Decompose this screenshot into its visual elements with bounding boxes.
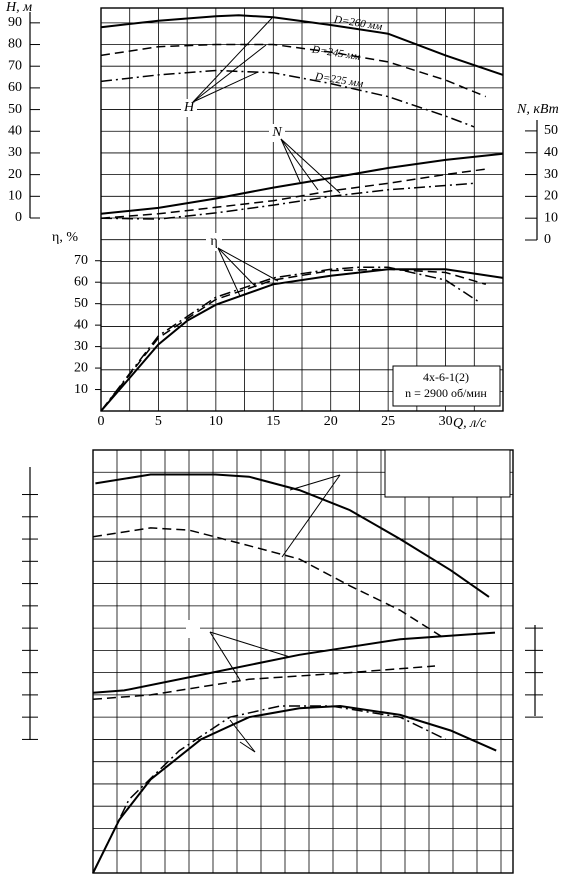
annotation: η — [210, 234, 217, 249]
curve — [100, 268, 487, 412]
note-text: 4х-6-1(2) — [423, 370, 469, 384]
curve — [100, 14, 504, 76]
note-text: n = 2900 об/мин — [405, 386, 487, 400]
pointer-line — [289, 474, 341, 491]
y-tick-label: 90 — [8, 15, 22, 30]
pointer-line — [217, 247, 279, 282]
x-tick-label: 25 — [381, 414, 395, 429]
y2-tick-label: 10 — [544, 210, 558, 225]
curve — [92, 705, 447, 874]
pointer-line — [192, 44, 267, 103]
pointer-line — [239, 741, 256, 753]
y-tick-label: 30 — [8, 145, 22, 160]
curve — [100, 69, 475, 128]
x-tick-label: 20 — [324, 414, 338, 429]
note-box — [392, 365, 501, 407]
y-tick-label: 20 — [8, 167, 22, 182]
y3-tick-label: 70 — [74, 253, 88, 268]
y3-tick-label: 10 — [74, 382, 88, 397]
curve — [92, 704, 497, 874]
y3-tick-label: 40 — [74, 317, 88, 332]
x-tick-label: 30 — [439, 414, 453, 429]
plot-frame — [100, 7, 504, 412]
pointer-line — [229, 719, 256, 753]
y2-tick-label: 40 — [544, 145, 558, 160]
x-tick-label: 10 — [209, 414, 223, 429]
pointer-line — [280, 138, 301, 183]
note-box — [384, 449, 511, 498]
curve — [92, 527, 447, 640]
curve — [92, 665, 436, 701]
x-axis-label: Q, л/с — [453, 416, 487, 431]
pointer-line — [281, 474, 341, 558]
y-tick-label: 0 — [15, 210, 22, 225]
x-tick-label: 15 — [266, 414, 280, 429]
y-axis-label: H, м — [5, 0, 32, 15]
y-tick-label: 80 — [8, 37, 22, 52]
curve — [95, 473, 490, 598]
pointer-line — [217, 247, 257, 288]
y-tick-label: 10 — [8, 189, 22, 204]
pointer-line — [192, 71, 259, 103]
y2-axis-label: N, кВт — [516, 102, 559, 117]
y-tick-label: 60 — [8, 80, 22, 95]
y2-tick-label: 0 — [544, 232, 551, 247]
x-tick-label: 0 — [98, 414, 105, 429]
pointer-line — [209, 631, 241, 681]
pointer-line — [217, 247, 241, 297]
y3-tick-label: 20 — [74, 360, 88, 375]
label-bg — [269, 124, 285, 142]
label-bg — [181, 99, 197, 117]
pointer-line — [192, 17, 273, 103]
pointer-line — [280, 138, 319, 191]
curve — [100, 43, 487, 98]
pointer-line — [280, 138, 341, 194]
curve — [100, 152, 504, 215]
label-blank — [186, 620, 200, 638]
annotation: H — [183, 100, 195, 115]
y3-axis-label: η, % — [52, 230, 78, 245]
y-tick-label: 40 — [8, 123, 22, 138]
y2-tick-label: 50 — [544, 123, 558, 138]
y3-tick-label: 30 — [74, 339, 88, 354]
label-bg — [206, 233, 222, 251]
curve — [100, 182, 475, 220]
y2-tick-label: 20 — [544, 189, 558, 204]
annotation: N — [271, 125, 282, 140]
pointer-line — [209, 631, 291, 658]
y2-tick-label: 30 — [544, 167, 558, 182]
y3-tick-label: 50 — [74, 296, 88, 311]
y3-tick-label: 60 — [74, 274, 88, 289]
curve — [92, 631, 496, 694]
plot-frame — [92, 449, 514, 874]
curve — [100, 268, 504, 412]
curve — [100, 266, 481, 412]
y-tick-label: 50 — [8, 102, 22, 117]
curve — [100, 168, 486, 219]
x-tick-label: 5 — [155, 414, 162, 429]
y-tick-label: 70 — [8, 58, 22, 73]
